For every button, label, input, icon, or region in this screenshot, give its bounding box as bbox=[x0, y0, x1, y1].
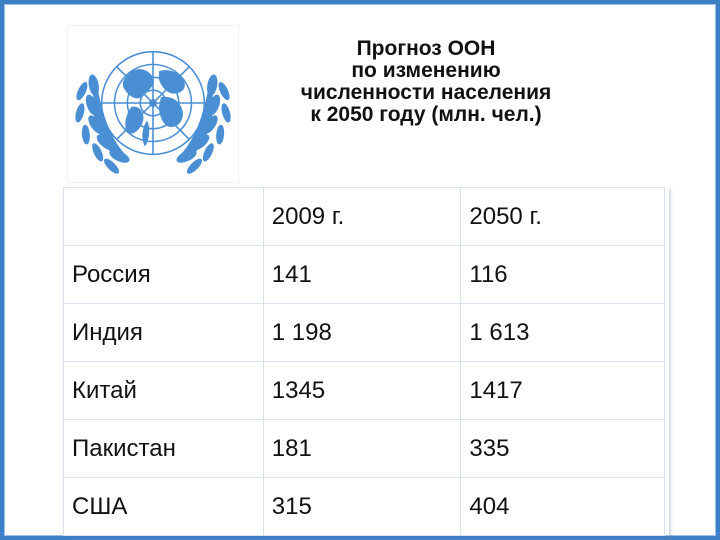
slide-title: Прогноз ООН по изменению численности нас… bbox=[249, 38, 603, 126]
value-2050-cell: 116 bbox=[460, 245, 665, 304]
slide: Прогноз ООН по изменению численности нас… bbox=[4, 4, 716, 536]
title-line: по изменению bbox=[351, 59, 501, 82]
value-2050-cell: 404 bbox=[460, 477, 665, 536]
table-row: Китай 1345 1417 bbox=[63, 361, 665, 420]
value-2009-cell: 1345 bbox=[262, 361, 462, 420]
population-table: 2009 г. 2050 г. Россия 141 116 Индия 1 1… bbox=[63, 187, 665, 536]
value-2009-cell: 1 198 bbox=[262, 303, 462, 362]
country-cell: Пакистан bbox=[63, 419, 264, 478]
country-cell: Индия bbox=[63, 303, 264, 362]
table-header-row: 2009 г. 2050 г. bbox=[63, 187, 665, 246]
table-row: США 315 404 bbox=[63, 477, 665, 536]
value-2009-cell: 141 bbox=[262, 245, 462, 304]
table-row: Индия 1 198 1 613 bbox=[63, 303, 665, 362]
value-2009-cell: 181 bbox=[262, 419, 462, 478]
header-cell-2050: 2050 г. bbox=[460, 187, 665, 246]
title-line: Прогноз ООН bbox=[356, 37, 496, 60]
header-cell-empty bbox=[63, 187, 264, 246]
un-emblem-icon bbox=[67, 25, 239, 183]
table-row: Пакистан 181 335 bbox=[63, 419, 665, 478]
value-2050-cell: 335 bbox=[460, 419, 665, 478]
value-2009-cell: 315 bbox=[262, 477, 462, 536]
table-row: Россия 141 116 bbox=[63, 245, 665, 304]
header-cell-2009: 2009 г. bbox=[262, 187, 462, 246]
country-cell: Китай bbox=[63, 361, 264, 420]
country-cell: Россия bbox=[63, 245, 264, 304]
title-line: численности населения bbox=[300, 81, 552, 104]
country-cell: США bbox=[63, 477, 264, 536]
value-2050-cell: 1417 bbox=[460, 361, 665, 420]
title-line: к 2050 году (млн. чел.) bbox=[310, 103, 542, 126]
value-2050-cell: 1 613 bbox=[460, 303, 665, 362]
